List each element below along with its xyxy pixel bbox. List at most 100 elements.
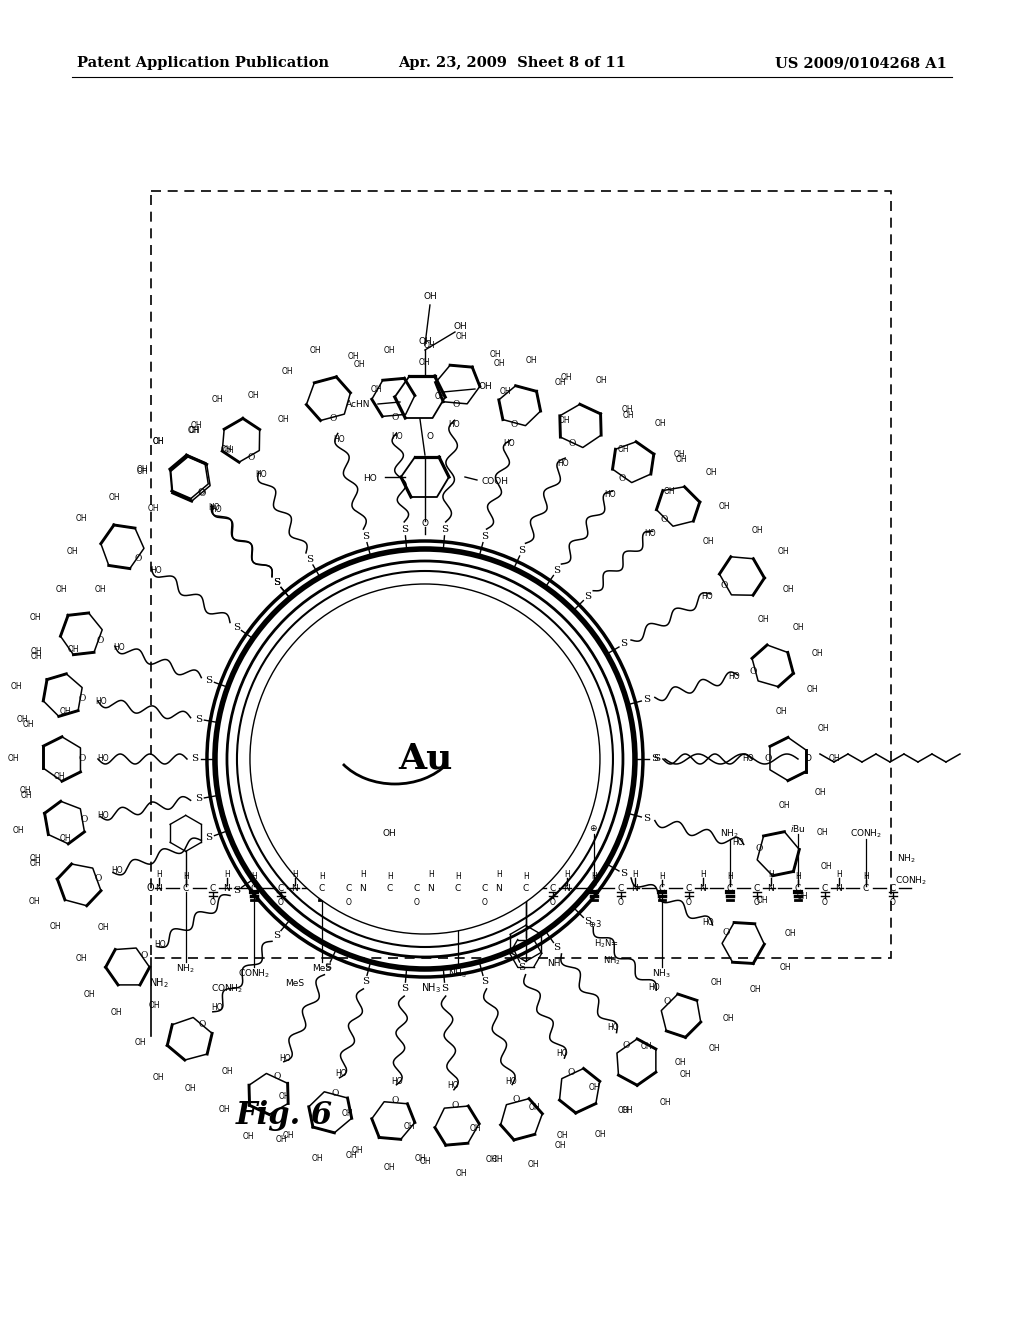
Text: OH: OH bbox=[351, 1146, 362, 1155]
Text: OH: OH bbox=[248, 391, 260, 400]
Text: OH: OH bbox=[778, 548, 790, 557]
Text: N: N bbox=[767, 884, 774, 892]
Text: HO: HO bbox=[97, 755, 109, 763]
Text: OH: OH bbox=[494, 359, 505, 368]
Text: C: C bbox=[414, 884, 420, 892]
Text: OH: OH bbox=[785, 929, 797, 939]
Text: O: O bbox=[550, 898, 556, 907]
Text: HO: HO bbox=[95, 697, 108, 706]
Text: OH: OH bbox=[434, 392, 445, 401]
Text: C: C bbox=[591, 884, 597, 892]
Text: C: C bbox=[278, 884, 284, 892]
Text: O: O bbox=[210, 898, 216, 907]
Text: OH: OH bbox=[456, 1170, 467, 1177]
Text: S: S bbox=[621, 639, 628, 648]
Text: HO: HO bbox=[648, 983, 659, 993]
Text: OH: OH bbox=[312, 1155, 324, 1163]
Text: S: S bbox=[621, 870, 628, 879]
Text: O: O bbox=[568, 440, 575, 447]
Text: H: H bbox=[455, 873, 461, 880]
Text: OH: OH bbox=[383, 829, 396, 838]
Text: OH: OH bbox=[719, 502, 731, 511]
Text: C: C bbox=[754, 884, 760, 892]
Text: O: O bbox=[756, 843, 763, 853]
Text: HO: HO bbox=[112, 866, 123, 875]
Text: C: C bbox=[210, 884, 216, 892]
Text: O: O bbox=[664, 997, 671, 1006]
Text: OH: OH bbox=[278, 416, 289, 424]
Text: S: S bbox=[584, 591, 591, 601]
Text: OH: OH bbox=[403, 1122, 415, 1131]
Text: C: C bbox=[658, 884, 665, 892]
Text: OH: OH bbox=[218, 1105, 230, 1114]
Text: O: O bbox=[452, 1101, 459, 1110]
Text: O: O bbox=[723, 928, 730, 937]
Text: OH: OH bbox=[76, 954, 87, 962]
Text: H: H bbox=[863, 873, 868, 880]
Text: HO: HO bbox=[151, 566, 162, 576]
Text: N: N bbox=[292, 884, 298, 892]
Text: OH: OH bbox=[529, 1104, 541, 1113]
Text: HO: HO bbox=[729, 672, 740, 681]
Text: H: H bbox=[156, 870, 162, 879]
Text: C: C bbox=[481, 884, 487, 892]
Text: O: O bbox=[618, 474, 626, 483]
Text: OH: OH bbox=[68, 645, 80, 655]
Text: N: N bbox=[563, 884, 570, 892]
Text: OH: OH bbox=[829, 755, 841, 763]
Text: OH: OH bbox=[28, 896, 40, 906]
Text: OH: OH bbox=[675, 1057, 687, 1067]
Text: H: H bbox=[836, 870, 842, 879]
Text: C: C bbox=[862, 884, 868, 892]
Text: H: H bbox=[387, 873, 392, 880]
Text: O: O bbox=[617, 898, 624, 907]
Text: NH$_2$: NH$_2$ bbox=[148, 977, 169, 990]
Text: OH: OH bbox=[97, 923, 110, 932]
Text: OH: OH bbox=[279, 1093, 291, 1101]
Text: OH: OH bbox=[526, 356, 538, 364]
Text: OH: OH bbox=[30, 854, 41, 863]
Text: OH: OH bbox=[136, 466, 148, 475]
Text: O: O bbox=[140, 952, 147, 960]
Text: O: O bbox=[198, 488, 205, 496]
Text: O: O bbox=[199, 490, 206, 499]
Text: OH: OH bbox=[187, 426, 199, 436]
Text: OH: OH bbox=[623, 411, 634, 420]
Text: C: C bbox=[550, 884, 556, 892]
Text: S: S bbox=[205, 676, 212, 685]
Text: OH: OH bbox=[423, 293, 437, 301]
Text: S: S bbox=[195, 795, 202, 804]
Text: C: C bbox=[345, 884, 352, 892]
Text: OH: OH bbox=[30, 612, 42, 622]
Text: OH: OH bbox=[383, 346, 395, 355]
Text: OH: OH bbox=[492, 1155, 503, 1164]
Text: NH$_3$: NH$_3$ bbox=[652, 968, 671, 979]
Text: OH: OH bbox=[424, 341, 435, 350]
Text: OH: OH bbox=[418, 358, 430, 367]
Text: N: N bbox=[359, 884, 367, 892]
Text: O: O bbox=[805, 755, 811, 763]
Text: OH: OH bbox=[489, 350, 501, 359]
Text: OH: OH bbox=[812, 649, 823, 659]
Text: S: S bbox=[191, 755, 199, 763]
Text: O: O bbox=[96, 636, 103, 645]
Text: H: H bbox=[251, 873, 257, 880]
Text: O: O bbox=[134, 554, 142, 562]
Text: HO: HO bbox=[114, 643, 125, 652]
Text: S: S bbox=[233, 623, 240, 631]
Text: OH: OH bbox=[31, 652, 42, 661]
Text: S: S bbox=[651, 755, 658, 763]
Text: OH: OH bbox=[817, 828, 828, 837]
Text: S: S bbox=[361, 532, 369, 541]
Text: CONH$_2$: CONH$_2$ bbox=[238, 968, 269, 979]
Text: CONH$_2$: CONH$_2$ bbox=[850, 828, 882, 840]
Text: S: S bbox=[401, 525, 409, 535]
Text: N: N bbox=[699, 884, 707, 892]
Text: H$_2$N=: H$_2$N= bbox=[594, 937, 620, 949]
Text: OH: OH bbox=[19, 785, 32, 795]
Text: O: O bbox=[199, 1019, 206, 1028]
Text: $\oplus$: $\oplus$ bbox=[590, 824, 598, 833]
Text: OH: OH bbox=[67, 548, 79, 557]
Text: S: S bbox=[325, 964, 332, 972]
Text: O: O bbox=[247, 453, 255, 462]
